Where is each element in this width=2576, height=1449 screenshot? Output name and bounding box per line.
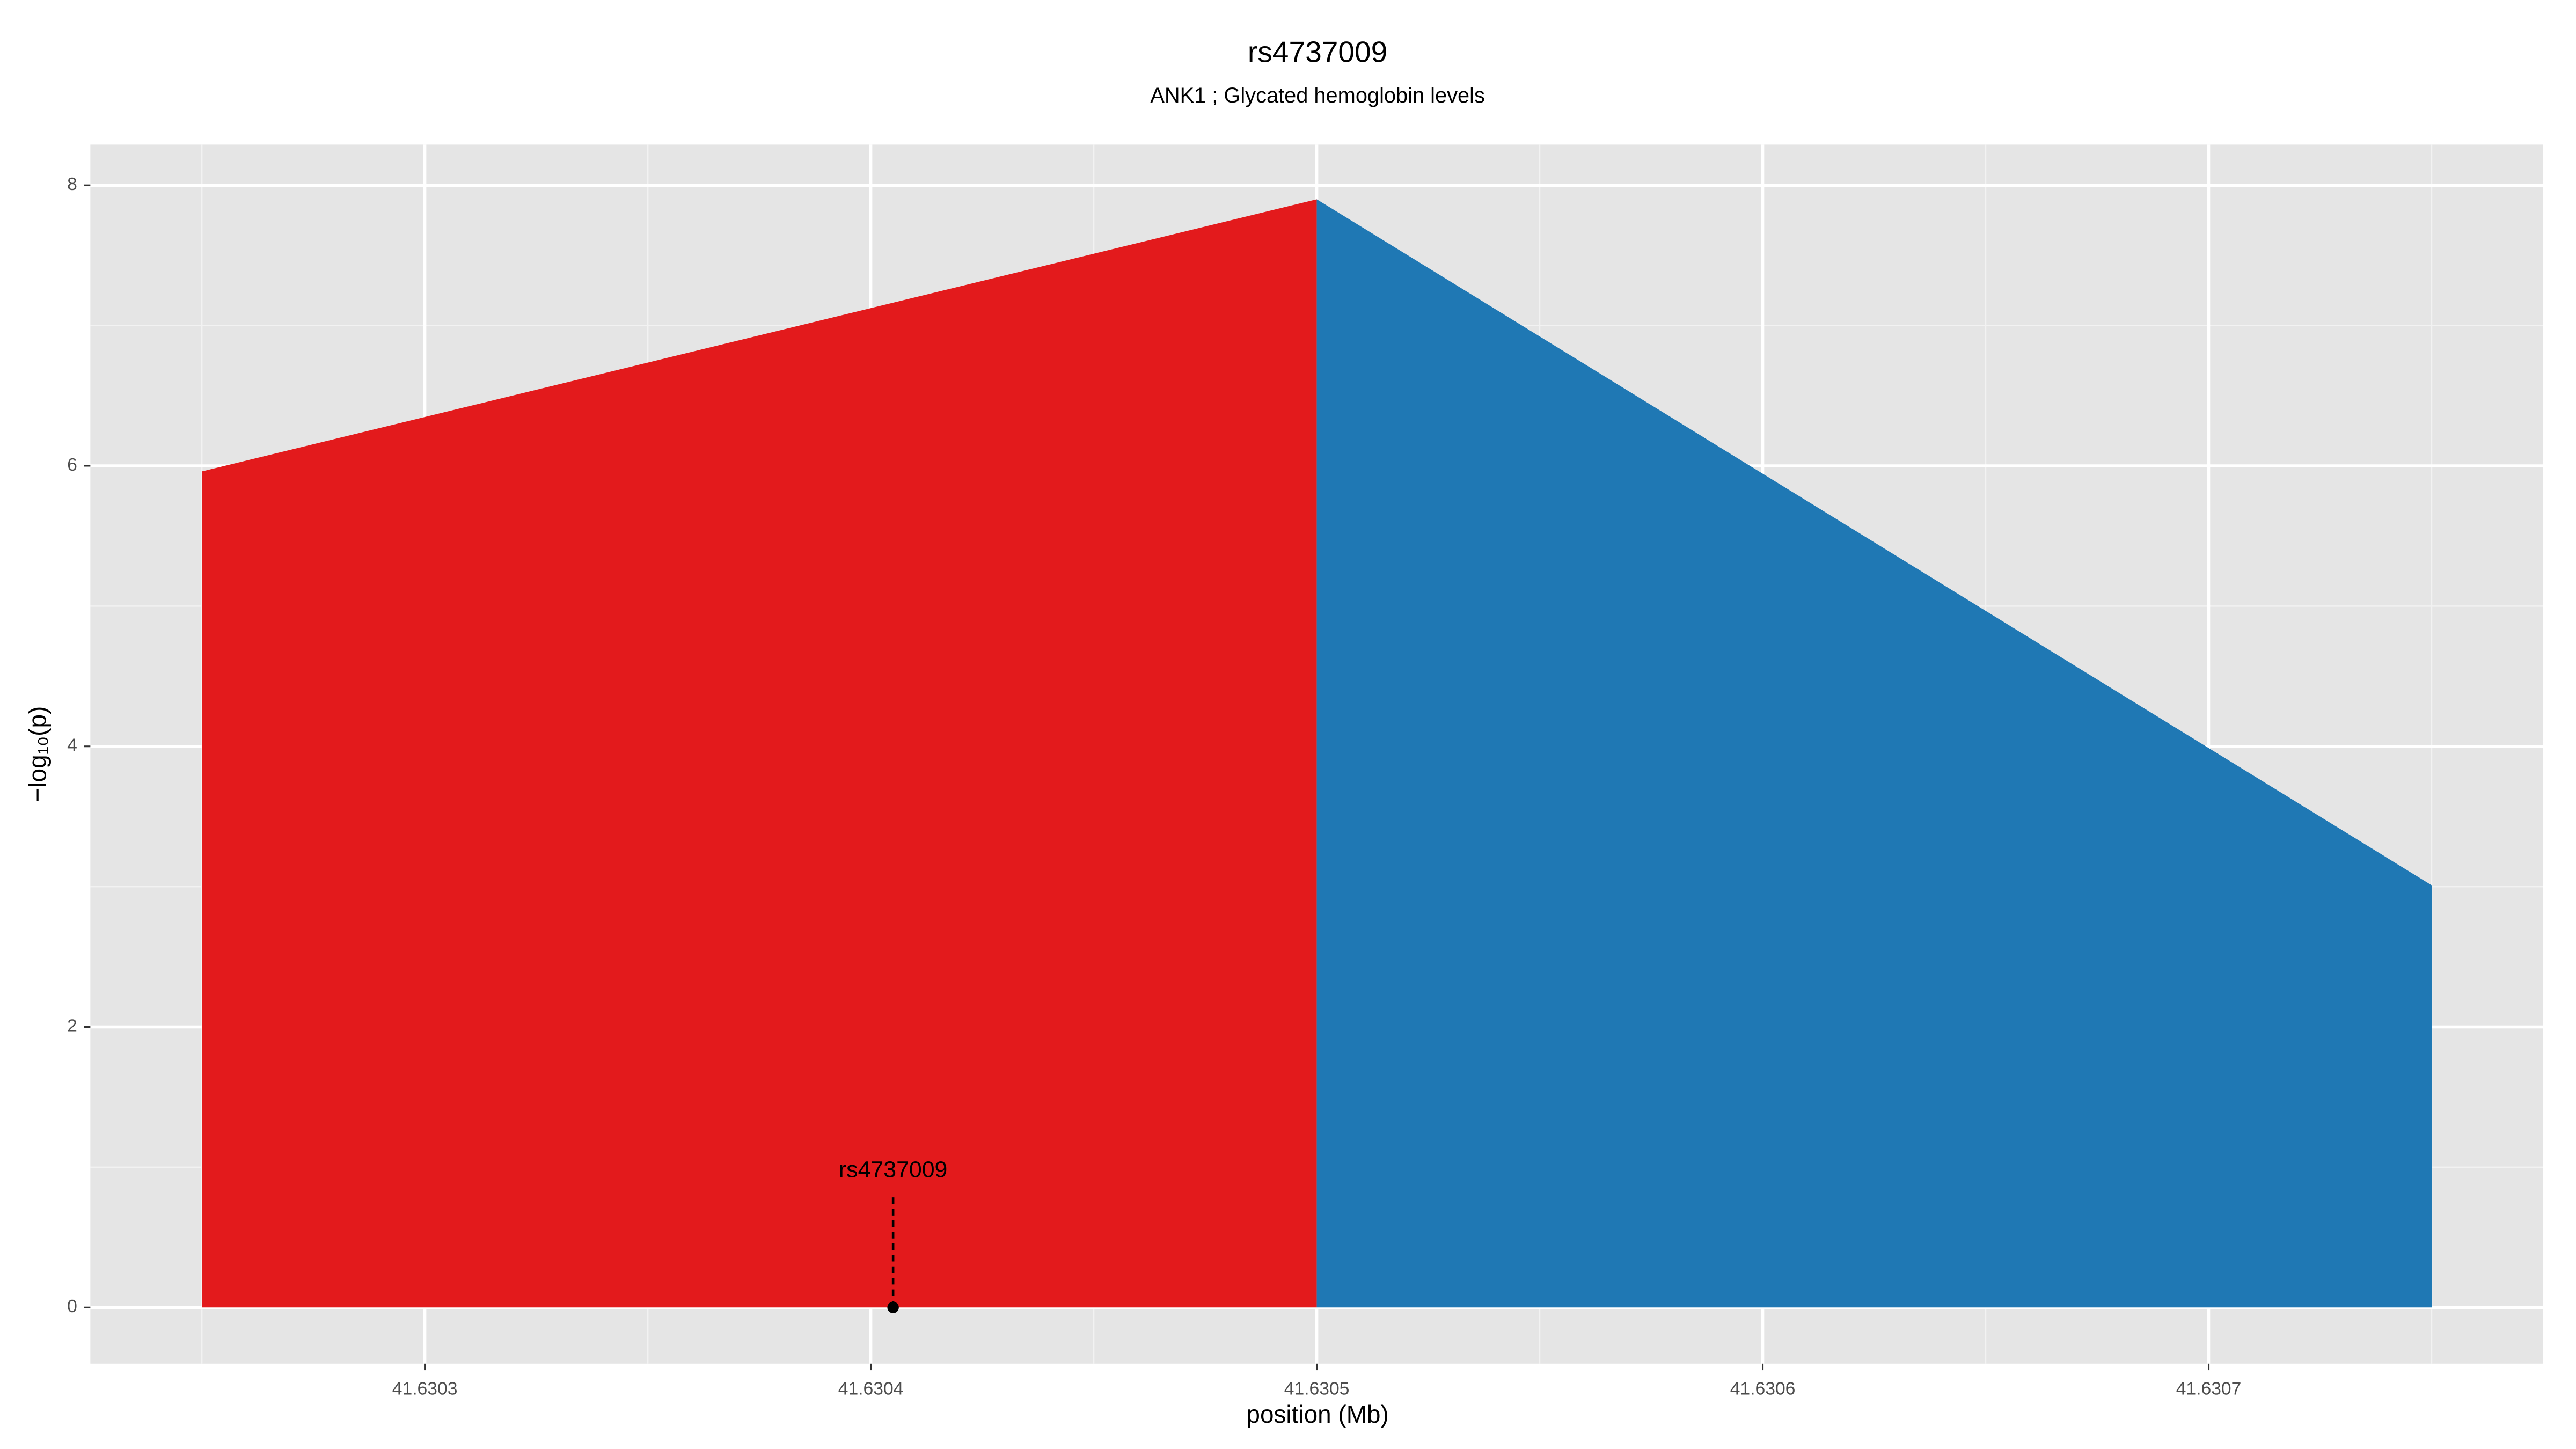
annotation-point <box>887 1301 899 1313</box>
y-tick-label: 8 <box>67 174 77 194</box>
x-tick-label: 41.6306 <box>1730 1379 1796 1399</box>
y-tick-label: 0 <box>67 1297 77 1316</box>
x-tick-label: 41.6307 <box>2176 1379 2242 1399</box>
chart-title: rs4737009 <box>1248 35 1387 69</box>
x-tick-label: 41.6303 <box>392 1379 458 1399</box>
area <box>202 199 1317 1308</box>
y-tick-label: 4 <box>67 736 77 756</box>
y-axis-title: −log₁₀(p) <box>24 706 52 802</box>
x-tick-label: 41.6305 <box>1284 1379 1350 1399</box>
annotation-label: rs4737009 <box>839 1157 947 1182</box>
marks: rs4737009 <box>202 199 2432 1313</box>
area <box>1316 199 2432 1308</box>
x-tick-label: 41.6304 <box>838 1379 904 1399</box>
y-tick-label: 6 <box>67 455 77 475</box>
y-tick-label: 2 <box>67 1016 77 1036</box>
chart-subtitle: ANK1 ; Glycated hemoglobin levels <box>1150 84 1485 107</box>
x-axis-title: position (Mb) <box>1246 1400 1388 1428</box>
